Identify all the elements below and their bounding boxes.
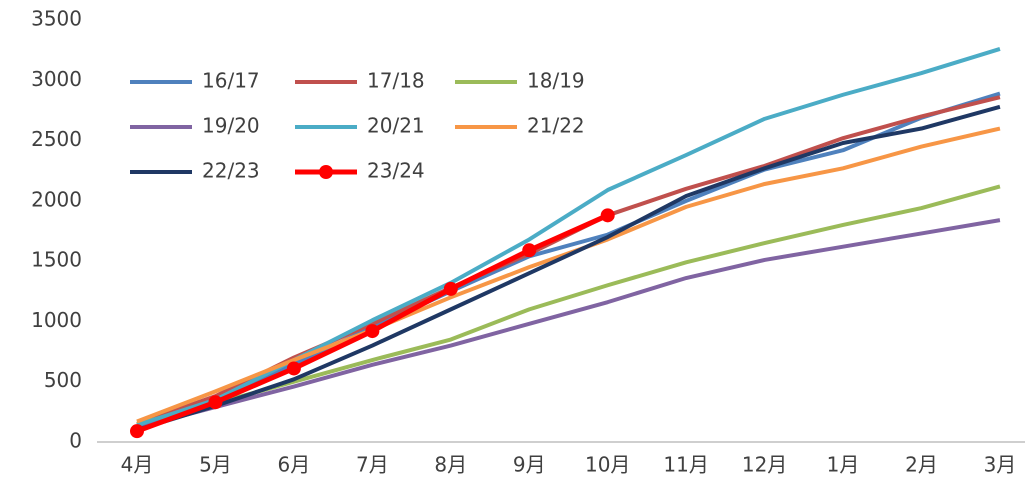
x-tick-label: 8月 [434, 453, 467, 477]
legend-label: 17/18 [367, 69, 425, 93]
x-tick-label: 7月 [356, 453, 389, 477]
y-tick-label: 0 [69, 429, 82, 453]
point [208, 395, 223, 410]
point [600, 208, 615, 223]
y-tick-label: 2500 [31, 127, 82, 151]
point [130, 424, 144, 439]
x-tick-label: 9月 [513, 453, 546, 477]
point [286, 361, 301, 376]
x-tick-label: 3月 [984, 453, 1017, 477]
legend-label: 22/23 [202, 159, 260, 183]
point [365, 324, 380, 339]
x-tick-label: 11月 [663, 453, 708, 477]
y-tick-label: 2000 [31, 187, 82, 211]
y-tick-label: 3500 [31, 7, 82, 31]
point [443, 281, 458, 296]
legend-label: 16/17 [202, 69, 260, 93]
y-tick-label: 500 [44, 368, 82, 392]
legend-label: 21/22 [527, 114, 585, 138]
legend-label: 19/20 [202, 114, 260, 138]
x-tick-label: 10月 [585, 453, 630, 477]
x-tick-label: 1月 [827, 453, 860, 477]
x-tick-label: 12月 [742, 453, 787, 477]
x-tick-label: 6月 [278, 453, 311, 477]
x-tick-label: 5月 [199, 453, 232, 477]
x-tick-label: 4月 [121, 453, 154, 477]
x-tick-label: 2月 [905, 453, 938, 477]
series-line [136, 218, 1001, 430]
series-line [136, 104, 1001, 432]
y-tick-label: 3000 [31, 67, 82, 91]
y-tick-label: 1500 [31, 248, 82, 272]
series-line [136, 91, 1001, 432]
legend-label: 18/19 [527, 69, 585, 93]
y-tick-label: 1000 [31, 308, 82, 332]
legend-marker [319, 165, 333, 179]
series-line [136, 47, 1001, 428]
legend-label: 23/24 [367, 159, 425, 183]
point [522, 243, 537, 258]
legend-label: 20/21 [367, 114, 425, 138]
